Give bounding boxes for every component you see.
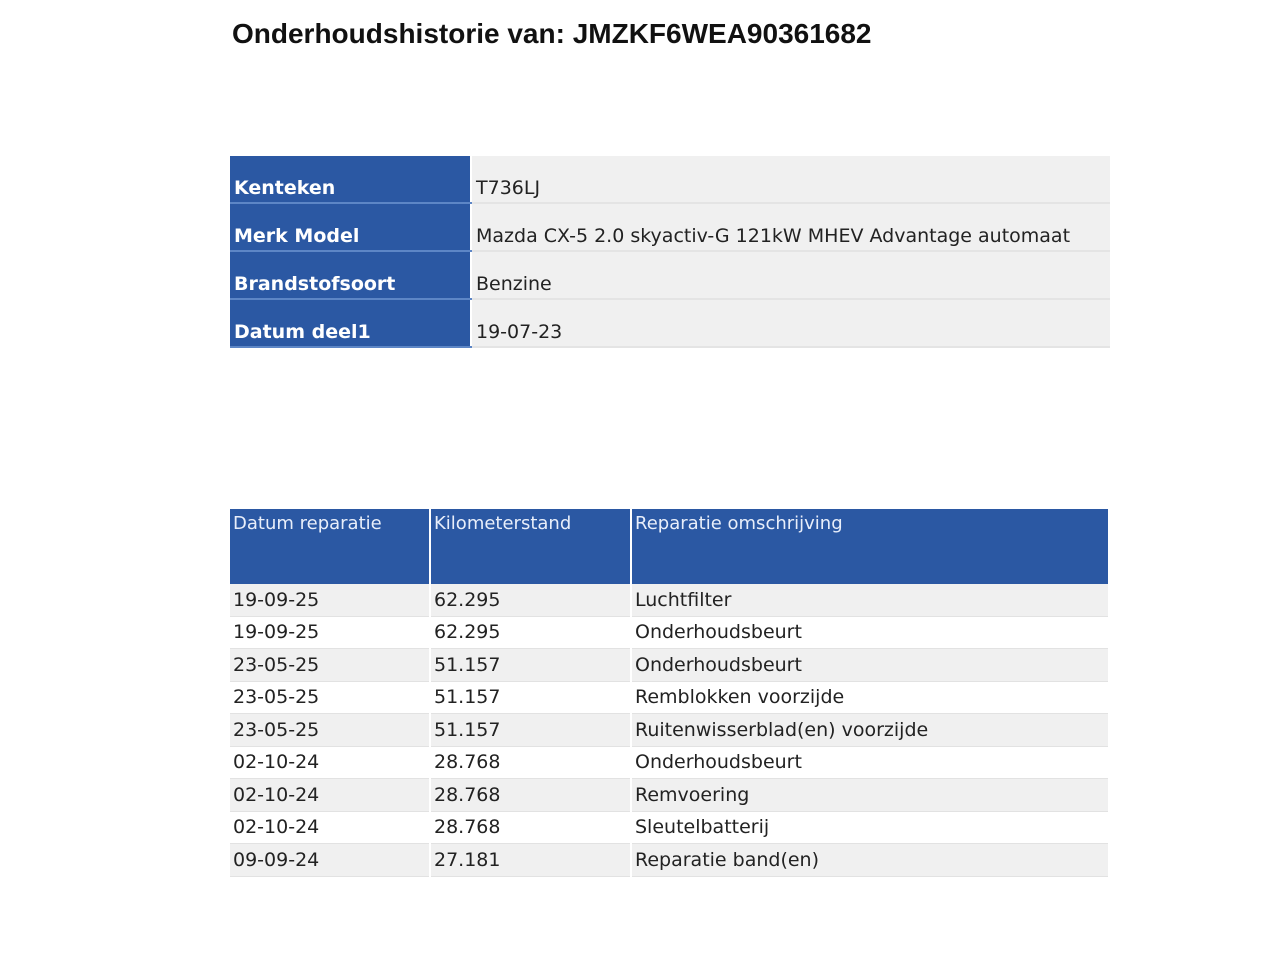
vehicle-info-table: Kenteken T736LJ Merk Model Mazda CX-5 2.0 s… [230, 156, 1110, 348]
vehicle-info-row: Brandstofsoort Benzine [230, 251, 1110, 300]
odometer: 51.157 [430, 713, 632, 747]
repair-description: Onderhoudsbeurt [631, 616, 1110, 649]
repair-date: 19-09-25 [230, 584, 431, 617]
repair-date: 09-09-24 [230, 843, 431, 877]
vehicle-info-row: Datum deel1 19-07-23 [230, 299, 1110, 348]
info-label: Brandstofsoort [230, 251, 472, 300]
odometer: 27.181 [430, 843, 632, 877]
table-row: 02-10-24 28.768 Onderhoudsbeurt [230, 746, 1110, 779]
repair-description: Luchtfilter [631, 584, 1110, 617]
info-value: Benzine [471, 251, 1110, 300]
repair-description: Reparatie band(en) [631, 843, 1110, 877]
table-row: 23-05-25 51.157 Ruitenwisserblad(en) voorz… [230, 713, 1110, 747]
repair-description: Onderhoudsbeurt [631, 746, 1110, 779]
repair-date: 02-10-24 [230, 811, 431, 844]
column-header: Reparatie omschrijving [631, 509, 1110, 584]
repair-date: 02-10-24 [230, 746, 431, 779]
info-label: Kenteken [230, 156, 472, 204]
odometer: 62.295 [430, 616, 632, 649]
table-row: 02-10-24 28.768 Remvoering [230, 778, 1110, 812]
repair-description: Ruitenwisserblad(en) voorzijde [631, 713, 1110, 747]
odometer: 62.295 [430, 584, 632, 617]
odometer: 51.157 [430, 648, 632, 682]
table-row: 09-09-24 27.181 Reparatie band(en) [230, 843, 1110, 877]
table-row: 19-09-25 62.295 Onderhoudsbeurt [230, 616, 1110, 649]
column-header: Datum reparatie [230, 509, 431, 584]
repair-date: 02-10-24 [230, 778, 431, 812]
odometer: 28.768 [430, 778, 632, 812]
table-row: 23-05-25 51.157 Onderhoudsbeurt [230, 648, 1110, 682]
repair-date: 23-05-25 [230, 713, 431, 747]
vehicle-info-row: Merk Model Mazda CX-5 2.0 skyactiv-G 121k… [230, 203, 1110, 252]
info-label: Datum deel1 [230, 299, 472, 348]
info-value: Mazda CX-5 2.0 skyactiv-G 121kW MHEV Adv… [471, 203, 1110, 252]
repair-description: Sleutelbatterij [631, 811, 1110, 844]
repair-description: Remblokken voorzijde [631, 681, 1110, 714]
maintenance-history-table: Datum reparatie Kilometerstand Reparatie o… [230, 509, 1110, 877]
info-value: 19-07-23 [471, 299, 1110, 348]
repair-description: Remvoering [631, 778, 1110, 812]
odometer: 51.157 [430, 681, 632, 714]
table-row: 23-05-25 51.157 Remblokken voorzijde [230, 681, 1110, 714]
odometer: 28.768 [430, 811, 632, 844]
repair-date: 23-05-25 [230, 648, 431, 682]
table-row: 02-10-24 28.768 Sleutelbatterij [230, 811, 1110, 844]
repair-date: 23-05-25 [230, 681, 431, 714]
page-title: Onderhoudshistorie van: JMZKF6WEA9036168… [232, 18, 872, 49]
repair-description: Onderhoudsbeurt [631, 648, 1110, 682]
vehicle-info-row: Kenteken T736LJ [230, 156, 1110, 204]
repair-date: 19-09-25 [230, 616, 431, 649]
table-row: 19-09-25 62.295 Luchtfilter [230, 584, 1110, 617]
odometer: 28.768 [430, 746, 632, 779]
info-label: Merk Model [230, 203, 472, 252]
info-value: T736LJ [471, 156, 1110, 204]
column-header: Kilometerstand [430, 509, 632, 584]
